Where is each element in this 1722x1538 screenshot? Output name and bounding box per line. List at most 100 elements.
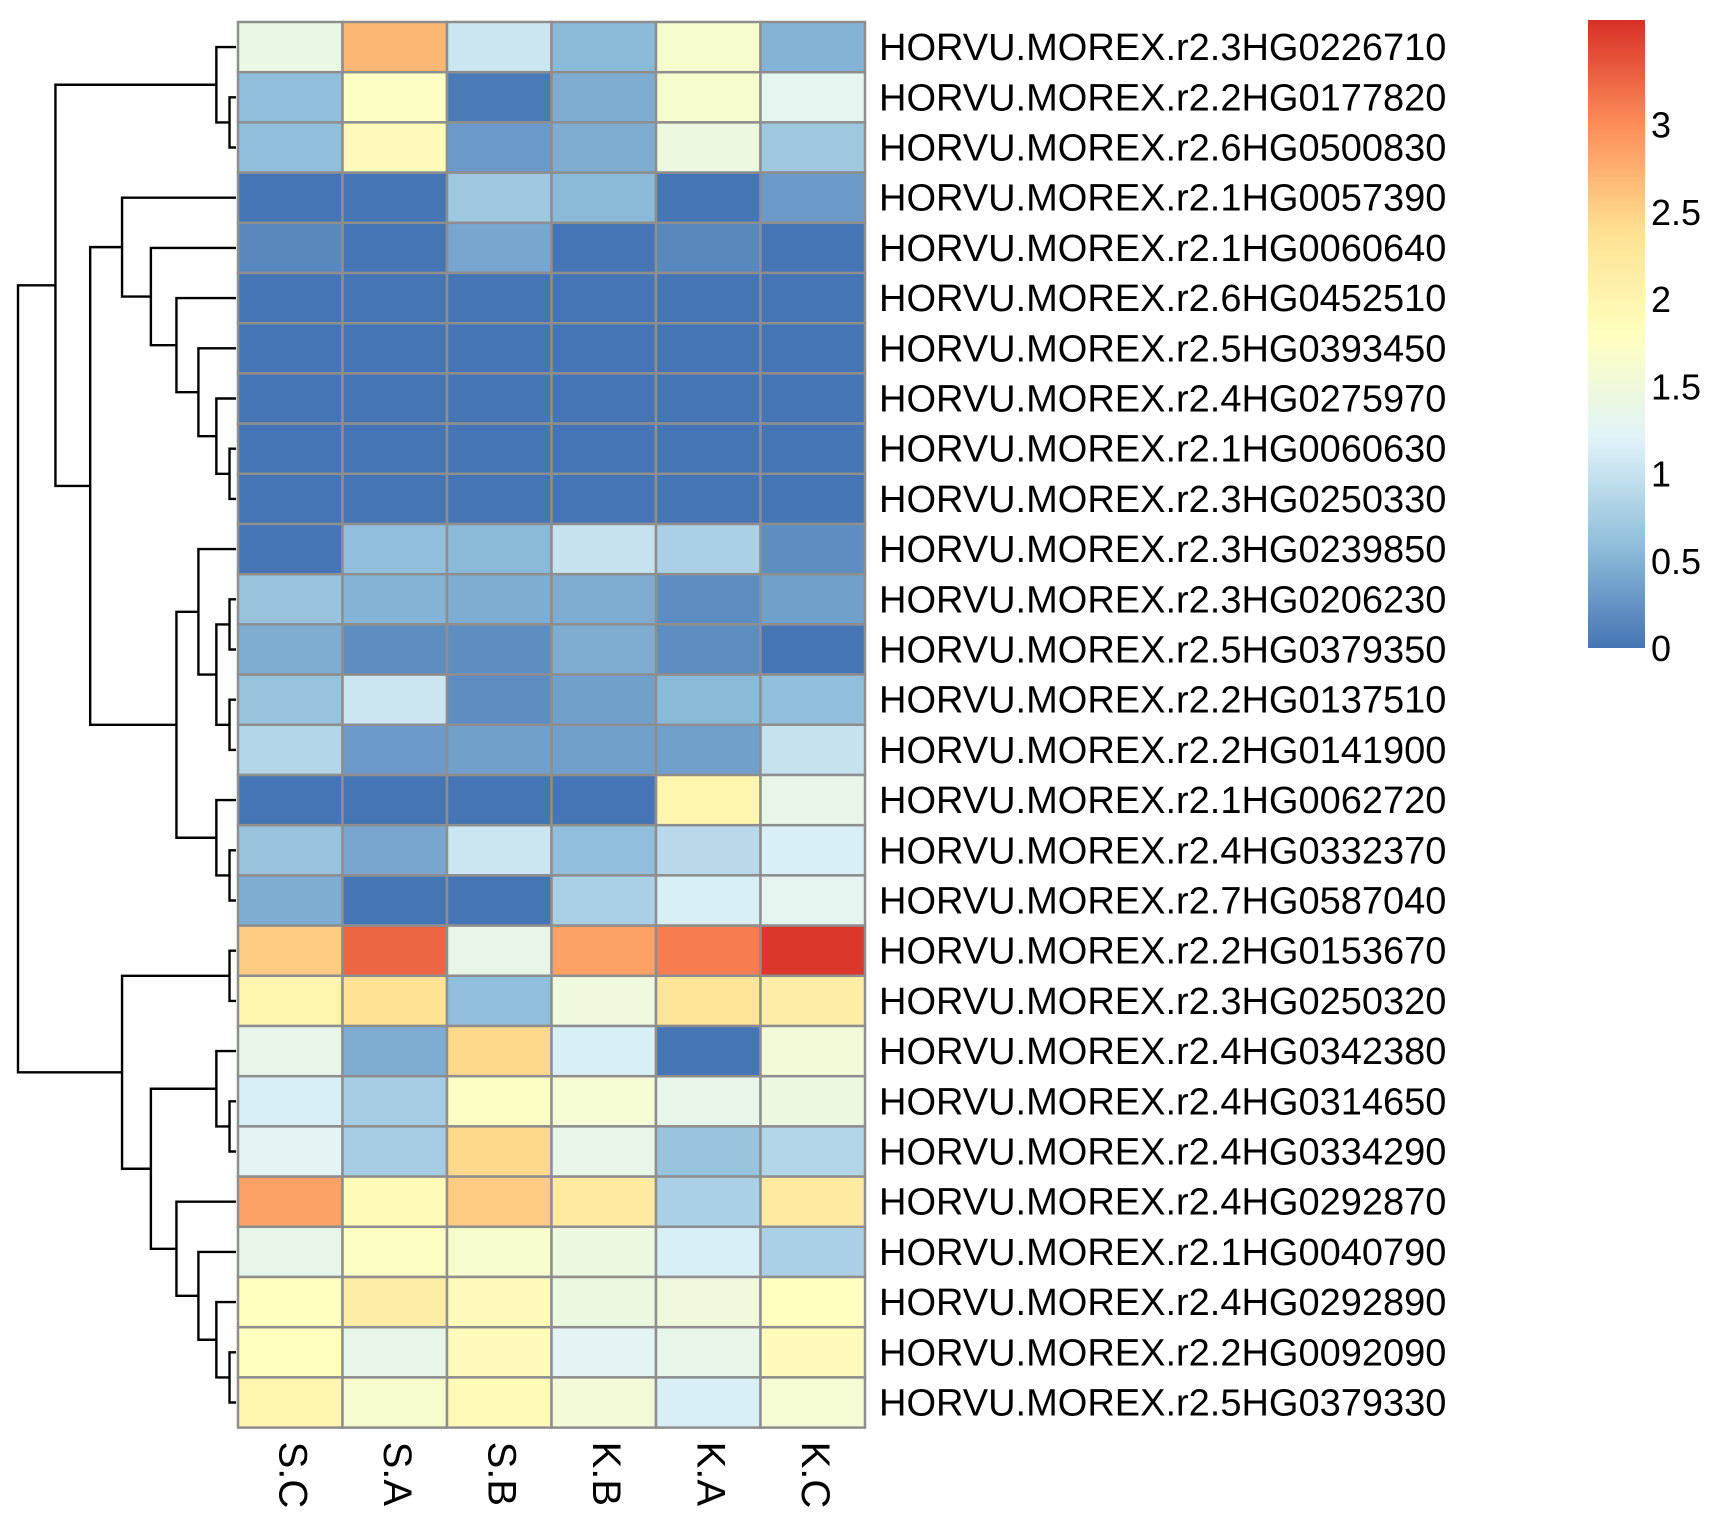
legend-color-bar [1588,20,1645,648]
row-label: HORVU.MOREX.r2.2HG0141900 [879,730,1446,772]
heatmap-cell [341,1024,449,1078]
heatmap-cell [445,422,553,476]
heatmap-cell [759,1376,867,1429]
heatmap-cell [550,121,658,174]
heatmap-cell [759,121,867,174]
heatmap-cell [445,1376,553,1429]
heatmap-cell [550,1225,658,1279]
heatmap-cell [236,924,344,978]
heatmap-cell [236,974,344,1028]
heatmap-cell [654,924,762,978]
heatmap-cell [236,1275,344,1329]
row-label: HORVU.MOREX.r2.1HG0060630 [879,429,1446,471]
heatmap-cell [654,1225,762,1279]
heatmap-cell [654,271,762,325]
heatmap-cell [236,623,344,676]
dendrogram-branch [120,196,236,298]
heatmap-cell [759,271,867,325]
column-labels: S.C S.A S.B K.B K.A K.C [271,1442,838,1509]
dendrogram-branch [54,83,217,488]
heatmap-cell [550,623,658,676]
dendrogram-branch [215,1049,236,1128]
dendrogram-branch [175,610,217,839]
heatmap-cell [654,723,762,777]
heatmap-cell [445,623,553,676]
heatmap-cell [759,974,867,1028]
heatmap-cell [759,1175,867,1229]
heatmap-cell [550,773,658,827]
heatmap-cell [654,974,762,1028]
heatmap-cell [759,673,867,727]
row-label: HORVU.MOREX.r2.7HG0587040 [879,881,1446,923]
heatmap-cell [445,121,553,174]
heatmap-cell [236,70,344,124]
heatmap-cell [550,823,658,877]
row-label: HORVU.MOREX.r2.6HG0452510 [879,278,1446,320]
heatmap-cell [759,773,867,827]
heatmap-cell [759,874,867,927]
heatmap-cell [341,422,449,476]
heatmap-cell [341,1074,449,1128]
row-label: HORVU.MOREX.r2.3HG0206230 [879,579,1446,621]
column-label: K.C [793,1442,837,1509]
dendrogram-branch [175,296,236,394]
heatmap-cell [236,1225,344,1279]
heatmap-cell [654,1074,762,1128]
heatmap-cell [759,321,867,375]
dendrogram-branch [228,1100,236,1153]
row-label: HORVU.MOREX.r2.3HG0239850 [879,529,1446,571]
heatmap-cell [445,924,553,978]
heatmap-cell [654,221,762,275]
column-label: S.A [375,1442,419,1507]
heatmap-cell [759,70,867,124]
heatmap-cell [759,171,867,225]
heatmap-cell [341,1175,449,1229]
heatmap-cell [550,221,658,275]
heatmap-cell [341,874,449,927]
heatmap-cell [445,221,553,275]
dendrogram-branch [215,798,236,877]
heatmap-cell [654,121,762,174]
heatmap-cell [550,422,658,476]
heatmap-cell [550,20,658,74]
heatmap-cell [550,472,658,526]
heatmap-cell [236,723,344,777]
heatmap-cell [236,1024,344,1078]
row-label: HORVU.MOREX.r2.3HG0226710 [879,27,1446,69]
dendrogram-branch [215,623,230,726]
row-label: HORVU.MOREX.r2.5HG0379350 [879,630,1446,672]
heatmap-cell [236,1175,344,1229]
heatmap-cell [236,372,344,425]
heatmap-cell [341,20,449,74]
heatmap-cell [550,974,658,1028]
dendrogram-branch [228,949,236,1003]
heatmap-cell [445,974,553,1028]
heatmap-cell [550,372,658,425]
heatmap-cell [550,1074,658,1128]
heatmap-cell [341,1325,449,1379]
heatmap-cell [759,1024,867,1078]
row-label: HORVU.MOREX.r2.2HG0137510 [879,680,1446,722]
row-labels: HORVU.MOREX.r2.3HG0226710 HORVU.MOREX.r2.… [879,27,1446,1424]
heatmap-cell [445,372,553,425]
heatmap-cell [445,874,553,927]
heatmap-cell [654,623,762,676]
heatmap-cell [759,522,867,576]
heatmap-cell [236,673,344,727]
heatmap-cell [236,422,344,476]
dendrogram-branch [149,246,236,347]
dendrogram-branch [228,447,236,501]
heatmap-cell [550,171,658,225]
heatmap-cell [236,1376,344,1429]
legend-tick-label: 3 [1651,105,1671,146]
legend-tick-label: 1.5 [1651,366,1701,407]
heatmap-cell [341,472,449,526]
dendrogram-branch [228,96,236,149]
heatmap-cell [445,472,553,526]
heatmap-cell [341,1225,449,1279]
row-label: HORVU.MOREX.r2.5HG0393450 [879,328,1446,370]
heatmap-cell [236,1125,344,1178]
row-label: HORVU.MOREX.r2.4HG0292870 [879,1182,1446,1224]
heatmap-cell [654,1275,762,1329]
